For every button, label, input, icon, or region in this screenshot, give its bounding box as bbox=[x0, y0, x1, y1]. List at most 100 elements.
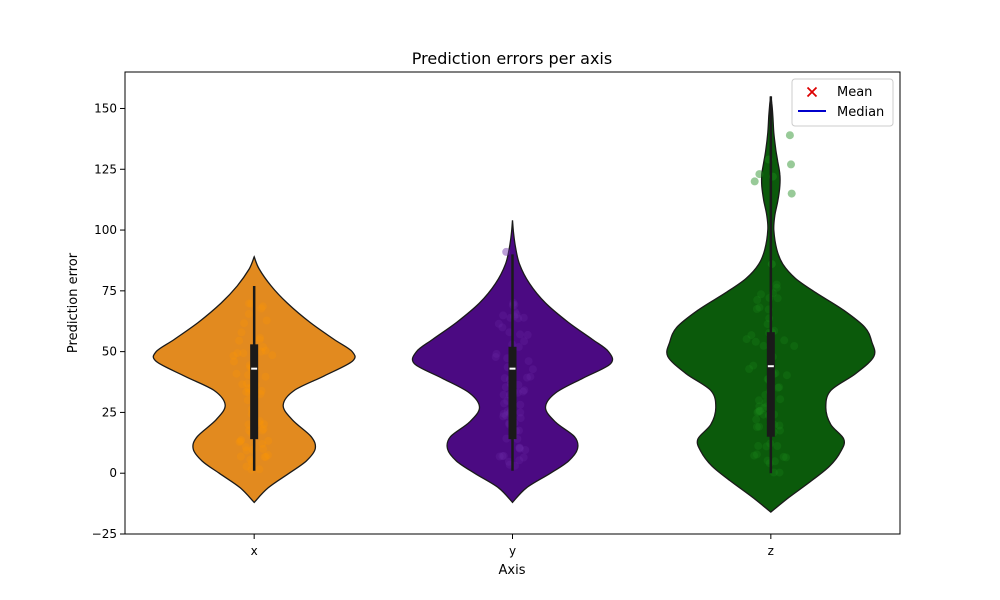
data-point-z bbox=[775, 468, 784, 477]
y-tick-label: 125 bbox=[94, 162, 117, 176]
legend-mean-marker bbox=[806, 86, 818, 98]
data-point-z bbox=[755, 422, 764, 431]
data-point-z bbox=[754, 441, 763, 450]
data-point-z bbox=[776, 395, 785, 404]
data-point-z bbox=[753, 295, 762, 304]
data-point-y bbox=[515, 444, 524, 452]
data-point-z bbox=[772, 280, 781, 289]
data-point-z bbox=[755, 303, 764, 312]
data-point-y bbox=[515, 456, 524, 465]
data-point-x bbox=[240, 319, 249, 328]
data-point-x bbox=[242, 387, 251, 396]
data-point-z bbox=[750, 451, 759, 460]
data-point-y bbox=[528, 365, 537, 374]
data-point-z bbox=[772, 283, 781, 292]
data-point-z bbox=[790, 342, 799, 350]
data-point-y bbox=[515, 444, 524, 453]
data-point-y bbox=[491, 353, 500, 361]
data-point-z bbox=[773, 294, 782, 303]
outlier-point-z bbox=[785, 131, 794, 140]
data-point-x bbox=[260, 453, 269, 461]
data-point-x bbox=[237, 435, 246, 444]
data-point-z bbox=[752, 415, 761, 424]
data-point-x bbox=[262, 316, 271, 325]
y-tick-label: 75 bbox=[102, 284, 117, 298]
violin-group-x bbox=[152, 255, 356, 504]
data-point-x bbox=[235, 438, 244, 446]
data-point-z bbox=[749, 361, 758, 370]
data-point-x bbox=[232, 369, 241, 378]
plot-frame bbox=[124, 71, 901, 535]
x-axis-label: Axis bbox=[499, 563, 526, 578]
data-point-z bbox=[747, 331, 756, 340]
data-point-y bbox=[499, 390, 508, 399]
data-point-z bbox=[776, 426, 784, 435]
data-point-z bbox=[759, 403, 768, 412]
legend: Mean Median bbox=[791, 78, 894, 127]
data-point-z bbox=[779, 452, 788, 461]
data-point-z bbox=[770, 457, 779, 466]
data-point-x bbox=[256, 390, 265, 398]
y-tick-label: 50 bbox=[102, 345, 117, 359]
data-point-y bbox=[521, 446, 530, 454]
y-tick-label: 0 bbox=[109, 466, 117, 480]
data-point-x bbox=[245, 299, 253, 308]
data-point-y bbox=[494, 319, 503, 328]
data-point-z bbox=[780, 336, 789, 345]
data-point-x bbox=[241, 443, 250, 451]
x-tick-label-z: z bbox=[768, 544, 774, 558]
data-point-y bbox=[514, 314, 523, 323]
data-point-x bbox=[255, 335, 264, 344]
x-tick-label-x: x bbox=[251, 544, 258, 558]
data-point-y bbox=[502, 411, 510, 420]
data-point-x bbox=[261, 372, 270, 381]
data-point-x bbox=[268, 351, 277, 360]
iqr-box-y bbox=[508, 346, 517, 440]
data-point-x bbox=[244, 309, 253, 318]
y-tick-label: −25 bbox=[92, 527, 117, 541]
data-point-x bbox=[258, 426, 267, 435]
data-point-x bbox=[236, 437, 245, 446]
data-point-x bbox=[242, 446, 251, 455]
y-tick-label: 100 bbox=[94, 223, 117, 237]
data-point-x bbox=[264, 436, 273, 445]
data-point-x bbox=[260, 420, 268, 429]
outlier-point-z bbox=[787, 160, 795, 169]
data-point-x bbox=[259, 343, 268, 351]
data-point-x bbox=[258, 439, 267, 448]
data-point-x bbox=[236, 452, 245, 461]
data-point-x bbox=[243, 396, 252, 405]
data-point-z bbox=[757, 290, 765, 299]
data-point-x bbox=[257, 386, 266, 395]
chart-title: Prediction errors per axis bbox=[412, 49, 612, 68]
data-point-y bbox=[523, 330, 532, 339]
outlier-point-y bbox=[502, 247, 511, 256]
data-point-y bbox=[499, 412, 508, 421]
data-point-x bbox=[255, 465, 264, 474]
data-point-y bbox=[516, 414, 525, 423]
data-point-z bbox=[782, 371, 791, 380]
outlier-point-z bbox=[755, 170, 764, 179]
data-point-x bbox=[261, 346, 270, 355]
data-point-x bbox=[243, 379, 251, 388]
data-point-y bbox=[500, 399, 509, 408]
legend-box bbox=[791, 78, 894, 127]
iqr-box-x bbox=[250, 344, 259, 440]
data-point-x bbox=[258, 302, 267, 311]
data-point-z bbox=[754, 407, 763, 416]
data-point-x bbox=[246, 455, 255, 464]
data-point-z bbox=[752, 305, 761, 313]
data-point-x bbox=[239, 349, 248, 358]
data-point-y bbox=[519, 387, 528, 396]
data-point-z bbox=[774, 383, 782, 392]
data-point-x bbox=[235, 336, 244, 345]
data-point-x bbox=[264, 451, 272, 460]
axes: x y z −25 0 25 50 75 100 125 150 bbox=[92, 71, 901, 558]
data-point-y bbox=[520, 337, 529, 346]
data-point-z bbox=[775, 383, 784, 392]
data-point-x bbox=[259, 444, 268, 453]
data-point-y bbox=[500, 374, 509, 383]
data-point-y bbox=[524, 357, 533, 366]
data-point-z bbox=[762, 442, 771, 451]
